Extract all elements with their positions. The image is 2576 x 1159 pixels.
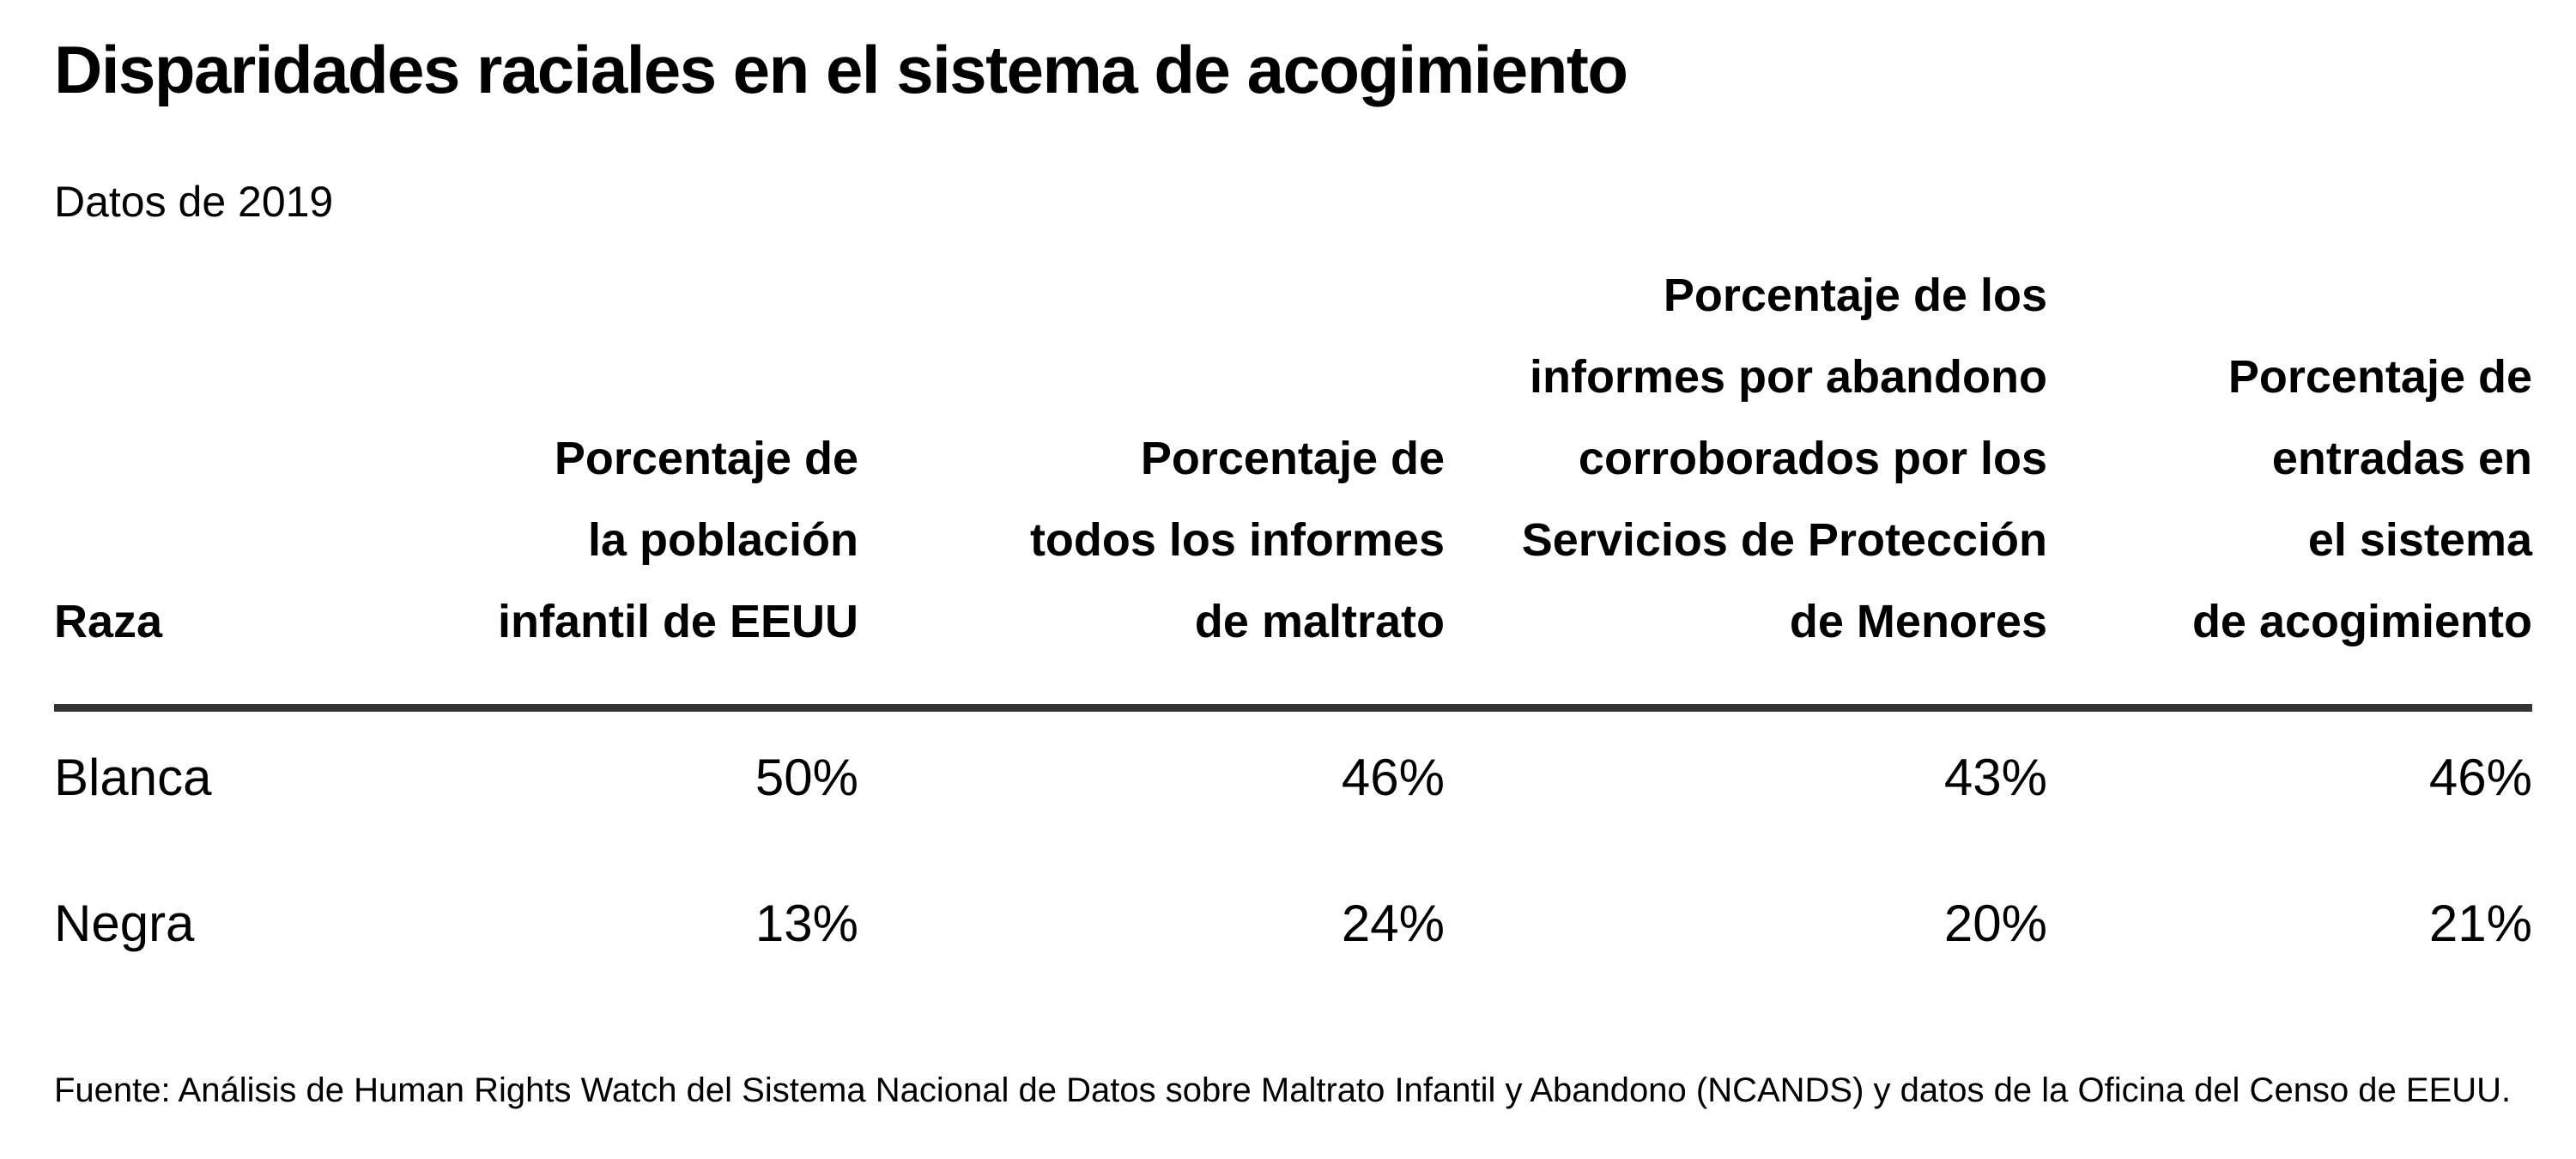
data-cell: 24%: [1341, 895, 1445, 952]
column-header-poblacion-infantil: Porcentaje de la población infantil de E…: [312, 227, 858, 712]
subtitle: Datos de 2019: [54, 178, 334, 226]
table-header: Raza Porcentaje de la población infantil…: [54, 227, 2532, 712]
data-cell: 46%: [2428, 748, 2532, 806]
column-header-raza: Raza: [54, 227, 312, 712]
column-header-informes-maltrato: Porcentaje de todos los informes de malt…: [858, 227, 1445, 712]
page-title: Disparidades raciales en el sistema de a…: [54, 32, 1628, 107]
data-cell: 50%: [755, 748, 858, 806]
table-body: Blanca 50% 46% 43% 46% Negra 13% 24% 20%…: [54, 707, 2532, 1008]
row-label: Negra: [54, 895, 195, 952]
data-cell: 43%: [1943, 748, 2047, 806]
infographic: Disparidades raciales en el sistema de a…: [54, 32, 2532, 1109]
column-header-entradas-sistema: Porcentaje de entradas en el sistema de …: [2047, 227, 2532, 712]
data-cell: 13%: [755, 895, 858, 952]
table-row-blanca: Blanca 50% 46% 43% 46%: [54, 707, 2532, 858]
row-label: Blanca: [54, 748, 212, 806]
data-cell: 20%: [1943, 895, 2047, 952]
data-cell: 21%: [2428, 895, 2532, 952]
header-row: Raza Porcentaje de la población infantil…: [54, 227, 2532, 712]
table-row-negra: Negra 13% 24% 20% 21%: [54, 858, 2532, 1008]
data-cell: 46%: [1341, 748, 1445, 806]
source-note: Fuente: Análisis de Human Rights Watch d…: [54, 1071, 2512, 1109]
disparities-table: Raza Porcentaje de la población infantil…: [54, 227, 2532, 1008]
column-header-informes-corroborados: Porcentaje de los informes por abandono …: [1445, 227, 2047, 712]
